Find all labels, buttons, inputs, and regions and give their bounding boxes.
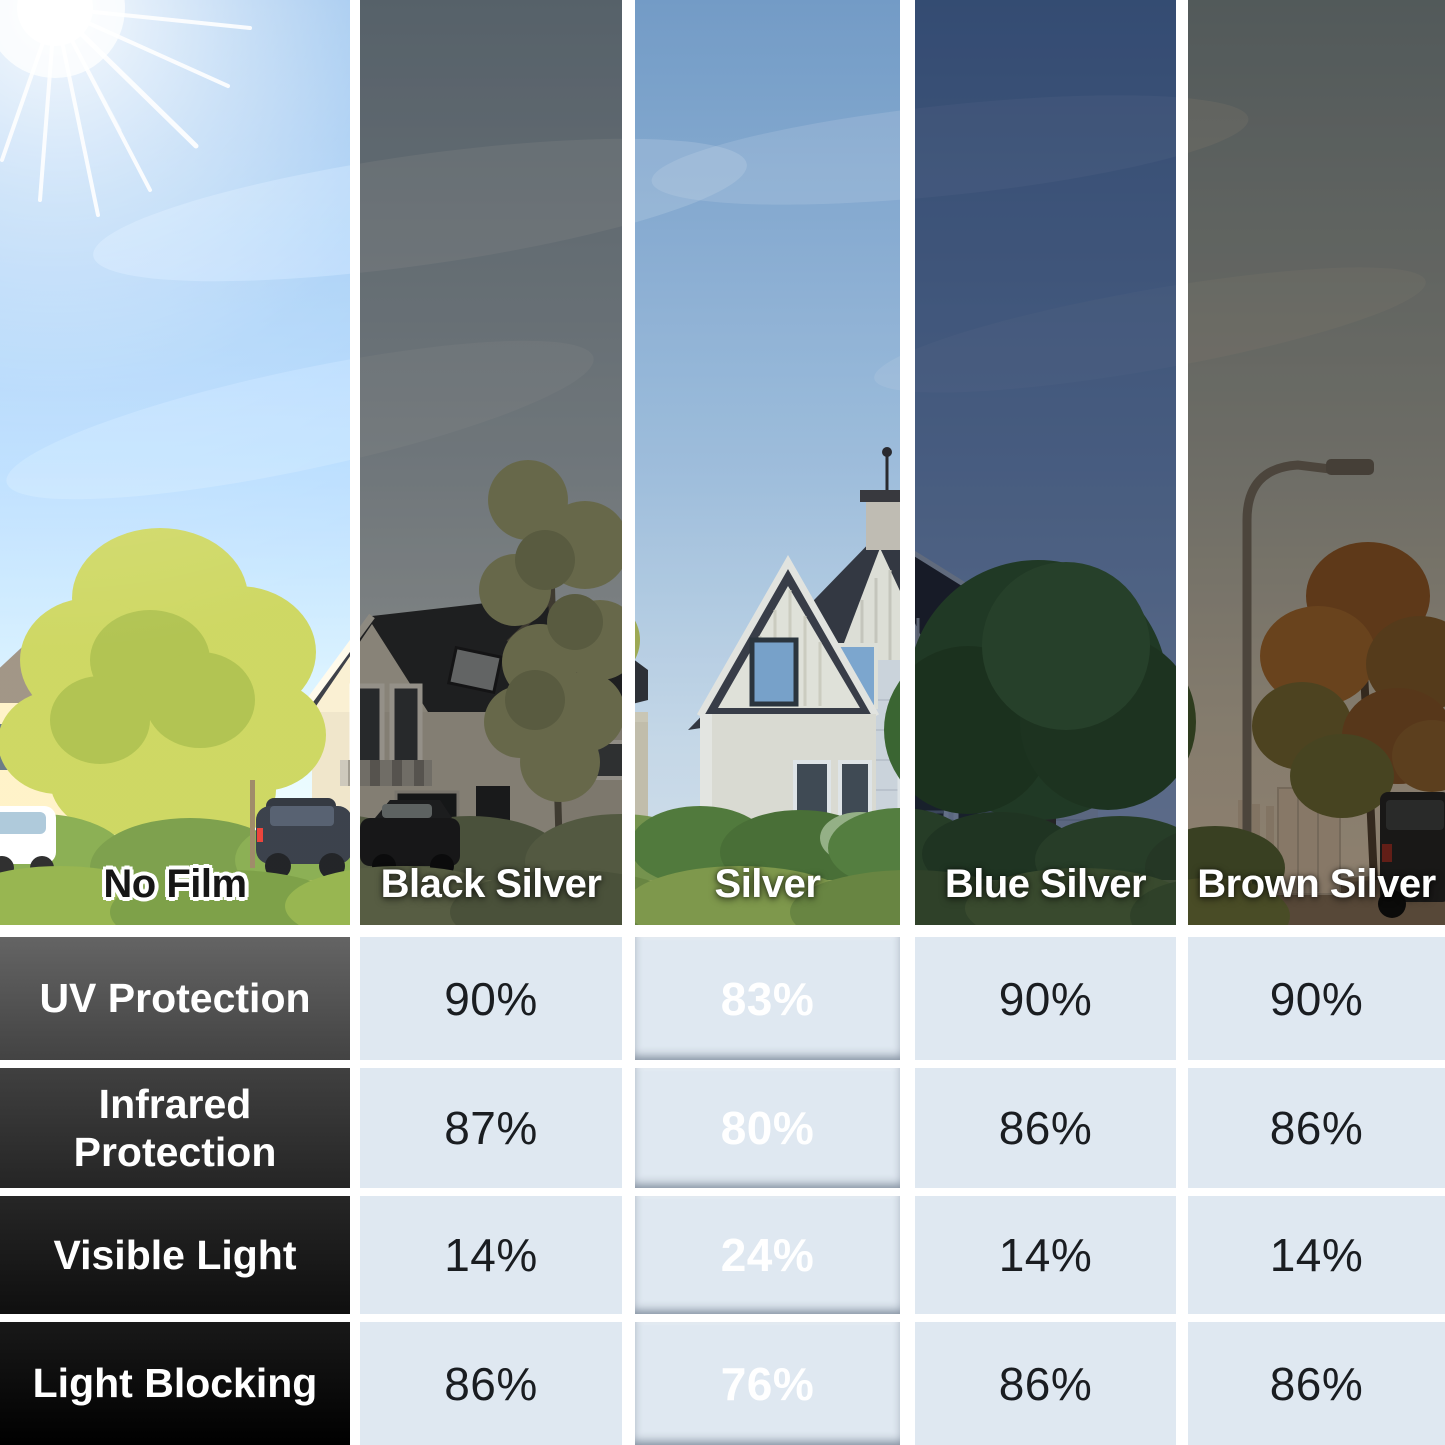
ir-black-silver: 87%	[360, 1068, 622, 1188]
film-label-silver: Silver	[714, 862, 821, 906]
film-strip-black-silver: Black Silver	[360, 0, 622, 925]
street-scene	[1188, 0, 1445, 925]
vl-black-silver: 14%	[360, 1196, 622, 1314]
film-spec-table: UV Protection 90% 83% 90% 90% Infrared P…	[0, 937, 1445, 1445]
lb-silver-highlighted: 76%	[635, 1322, 900, 1445]
film-label-blue-silver: Blue Silver	[944, 862, 1147, 906]
uv-black-silver: 90%	[360, 937, 622, 1060]
row-label-visible-light: Visible Light	[0, 1196, 350, 1314]
ir-silver-highlighted: 80%	[635, 1068, 900, 1188]
lb-black-silver: 86%	[360, 1322, 622, 1445]
vl-silver-highlighted: 24%	[635, 1196, 900, 1314]
row-label-uv-protection: UV Protection	[0, 937, 350, 1060]
lb-blue-silver: 86%	[915, 1322, 1176, 1445]
lb-brown-silver: 86%	[1188, 1322, 1445, 1445]
ir-blue-silver: 86%	[915, 1068, 1176, 1188]
sun-icon	[0, 0, 252, 217]
row-label-infrared-protection: Infrared Protection	[0, 1068, 350, 1188]
uv-blue-silver: 90%	[915, 937, 1176, 1060]
row-label-light-blocking: Light Blocking	[0, 1322, 350, 1445]
street-scene	[915, 0, 1176, 925]
street-scene	[635, 0, 900, 925]
film-label-black-silver: Black Silver	[380, 862, 602, 906]
film-comparison-photo: No Film Black Silver Silver Blue Silver …	[0, 0, 1445, 925]
uv-silver-highlighted: 83%	[635, 937, 900, 1060]
vl-brown-silver: 14%	[1188, 1196, 1445, 1314]
film-strip-no-film: No Film	[0, 0, 350, 925]
film-strip-silver: Silver	[635, 0, 900, 925]
film-strip-brown-silver: Brown Silver	[1188, 0, 1445, 925]
film-strip-blue-silver: Blue Silver	[915, 0, 1176, 925]
street-scene	[360, 0, 622, 925]
vl-blue-silver: 14%	[915, 1196, 1176, 1314]
ir-brown-silver: 86%	[1188, 1068, 1445, 1188]
uv-brown-silver: 90%	[1188, 937, 1445, 1060]
film-label-no-film: No Film	[103, 862, 247, 906]
film-label-brown-silver: Brown Silver	[1197, 862, 1436, 906]
